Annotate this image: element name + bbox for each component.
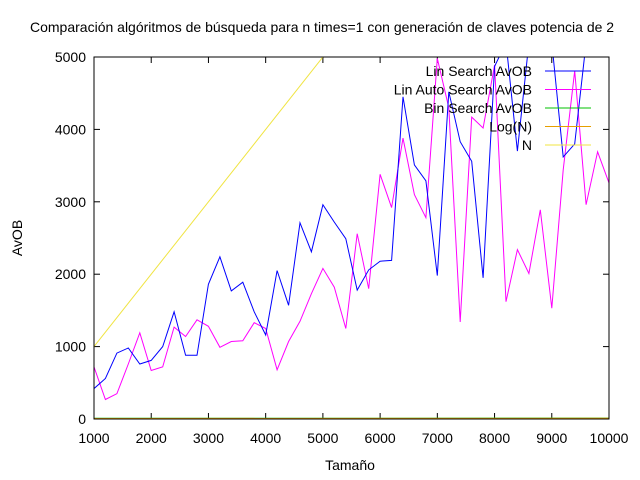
- x-tick-label: 9000: [536, 430, 567, 446]
- legend-label: Bin Search AvOB: [424, 100, 532, 116]
- axis-ticks: 1000 2000 3000 4000 5000 6000 7000 8000 9000 1000…: [55, 49, 629, 446]
- chart-title: Comparación algóritmos de búsqueda para …: [30, 19, 614, 35]
- y-tick-label: 1000: [55, 339, 86, 355]
- y-tick-label: 5000: [55, 49, 86, 65]
- legend-label: N: [522, 137, 532, 153]
- y-tick-label: 0: [78, 411, 86, 427]
- x-tick-label: 4000: [250, 430, 281, 446]
- x-tick-label: 1000: [78, 430, 109, 446]
- y-tick-label: 4000: [55, 121, 86, 137]
- legend: Lin Search AvOB Lin Auto Search AvOB Bin S…: [394, 63, 591, 153]
- legend-label: Log(N): [489, 119, 532, 135]
- series-line-4: [94, 57, 324, 347]
- legend-label: Lin Search AvOB: [426, 63, 532, 79]
- x-axis-label: Tamaño: [325, 457, 375, 473]
- y-tick-label: 3000: [55, 194, 86, 210]
- x-tick-label: 3000: [193, 430, 224, 446]
- x-tick-label: 10000: [590, 430, 629, 446]
- series-line-0: [94, 57, 585, 389]
- x-tick-label: 2000: [136, 430, 167, 446]
- x-tick-label: 5000: [307, 430, 338, 446]
- legend-label: Lin Auto Search AvOB: [394, 82, 532, 98]
- y-axis-label: AvOB: [9, 220, 25, 256]
- x-tick-label: 8000: [479, 430, 510, 446]
- x-tick-label: 6000: [365, 430, 396, 446]
- series-layer: [94, 57, 609, 419]
- x-tick-label: 7000: [422, 430, 453, 446]
- plot-frame: [93, 56, 610, 420]
- y-tick-label: 2000: [55, 266, 86, 282]
